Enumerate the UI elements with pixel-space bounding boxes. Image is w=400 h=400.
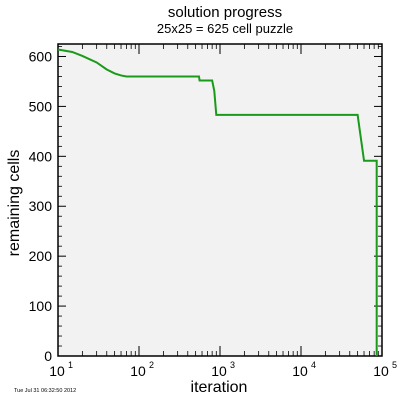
y-tick-label: 200 xyxy=(29,248,53,264)
x-tick-exponent: 3 xyxy=(230,360,235,370)
x-tick-label: 10 xyxy=(292,363,308,379)
series-line-0 xyxy=(57,48,378,356)
y-tick-label: 100 xyxy=(29,298,53,314)
x-tick-exponent: 2 xyxy=(149,360,154,370)
y-tick-label: 0 xyxy=(44,348,52,364)
series-layer xyxy=(57,48,378,356)
x-tick-label: 10 xyxy=(373,363,389,379)
y-tick-label: 400 xyxy=(29,148,53,164)
x-axis-label: iteration xyxy=(191,379,248,396)
y-tick-label: 500 xyxy=(29,98,53,114)
y-axis-label: remaining cells xyxy=(6,150,23,257)
chart-title: solution progress xyxy=(168,4,282,21)
chart-subtitle: 25x25 = 625 cell puzzle xyxy=(157,21,293,36)
timestamp-label: Tue Jul 31 06:32:50 2012 xyxy=(14,388,76,394)
x-tick-exponent: 1 xyxy=(68,360,73,370)
x-tick-label: 10 xyxy=(211,363,227,379)
x-tick-exponent: 5 xyxy=(392,360,397,370)
plot-area xyxy=(57,43,383,357)
x-tick-label: 10 xyxy=(49,363,65,379)
x-tick-exponent: 4 xyxy=(311,360,316,370)
y-tick-label: 300 xyxy=(29,198,53,214)
y-tick-label: 600 xyxy=(29,48,53,64)
x-tick-label: 10 xyxy=(130,363,146,379)
